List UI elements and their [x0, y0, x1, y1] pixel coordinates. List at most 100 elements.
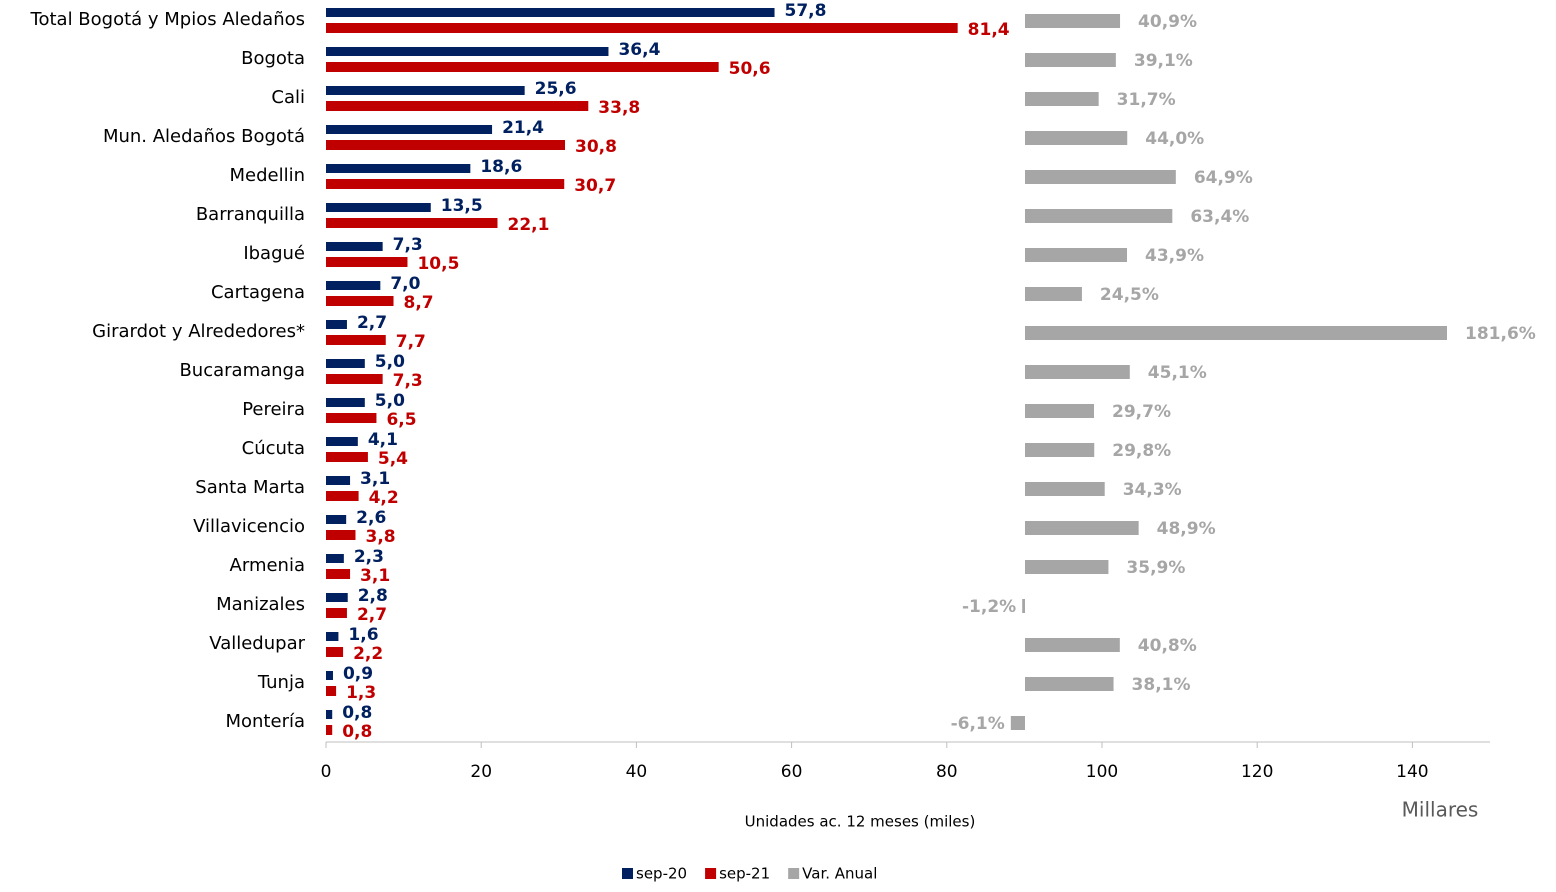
bar [326, 320, 347, 329]
var-bar [1025, 677, 1114, 691]
x-tick-label: 0 [321, 762, 332, 782]
legend-swatch [788, 868, 800, 879]
bar [326, 47, 609, 56]
var-bar [1025, 482, 1105, 496]
var-label: 40,8% [1138, 636, 1197, 656]
var-label: 29,7% [1112, 402, 1171, 422]
value-label: 33,8 [598, 98, 640, 118]
value-label: 57,8 [785, 1, 827, 21]
value-label: 2,6 [356, 508, 386, 528]
value-label: 36,4 [618, 40, 660, 60]
value-label: 81,4 [968, 20, 1010, 40]
bar [326, 437, 358, 446]
category-label: Cali [271, 87, 305, 108]
x-tick-label: 140 [1396, 762, 1428, 782]
bar [326, 359, 365, 368]
category-label: Bogota [241, 48, 305, 69]
bar [326, 554, 344, 563]
value-label: 0,8 [342, 703, 372, 723]
var-label: 64,9% [1194, 168, 1253, 188]
var-label: 34,3% [1123, 480, 1182, 500]
legend-swatch [622, 868, 633, 879]
category-label: Cúcuta [242, 438, 305, 459]
legend-swatch [705, 868, 717, 879]
var-label: 31,7% [1117, 90, 1176, 110]
value-label: 3,1 [360, 469, 390, 489]
var-bar [1025, 326, 1447, 340]
value-label: 2,2 [353, 644, 383, 664]
category-label: Barranquilla [196, 204, 305, 225]
bar [326, 725, 333, 735]
var-label: 181,6% [1465, 324, 1536, 344]
bar [326, 242, 383, 251]
var-label: 44,0% [1145, 129, 1204, 149]
category-label: Manizales [216, 594, 305, 615]
bar [326, 179, 565, 189]
value-label: 21,4 [502, 118, 544, 138]
value-label: 13,5 [441, 196, 483, 216]
category-label: Cartagena [211, 282, 305, 303]
category-label: Santa Marta [195, 477, 305, 498]
value-label: 30,7 [574, 176, 616, 196]
value-label: 30,8 [575, 137, 617, 157]
bar [326, 593, 348, 602]
var-label: -1,2% [962, 597, 1016, 617]
legend-label: sep-21 [719, 865, 770, 883]
var-bar [1025, 170, 1176, 184]
bar [326, 374, 383, 384]
value-label: 5,0 [375, 352, 405, 372]
var-bar [1025, 92, 1099, 106]
category-label: Ibagué [243, 243, 305, 264]
bar [326, 62, 719, 72]
x-tick-label: 20 [470, 762, 492, 782]
category-label: Montería [225, 711, 305, 732]
value-label: 10,5 [417, 254, 459, 274]
x-tick-label: 40 [626, 762, 648, 782]
value-label: 50,6 [729, 59, 771, 79]
category-label: Tunja [257, 672, 305, 693]
var-bar [1025, 521, 1139, 535]
bar [326, 398, 365, 407]
category-label: Girardot y Alrededores* [92, 321, 305, 342]
value-label: 5,0 [375, 391, 405, 411]
bar [326, 452, 368, 462]
bar [326, 491, 359, 501]
category-label: Valledupar [209, 633, 305, 654]
var-bar [1025, 638, 1120, 652]
category-label: Mun. Aledaños Bogotá [103, 126, 305, 147]
legend-label: Var. Anual [802, 865, 877, 883]
value-label: 18,6 [480, 157, 522, 177]
var-label: 24,5% [1100, 285, 1159, 305]
var-bar [1025, 209, 1173, 223]
x-tick-label: 100 [1086, 762, 1118, 782]
value-label: 3,8 [365, 527, 395, 547]
var-label: 38,1% [1132, 675, 1191, 695]
value-label: 1,3 [346, 683, 376, 703]
var-bar [1025, 248, 1128, 262]
value-label: 4,2 [369, 488, 399, 508]
var-bar [1025, 560, 1109, 574]
value-label: 2,7 [357, 313, 387, 333]
bar [326, 164, 471, 173]
category-label: Pereira [242, 399, 305, 420]
value-label: 25,6 [535, 79, 577, 99]
var-label: 39,1% [1134, 51, 1193, 71]
value-label: 7,7 [396, 332, 426, 352]
bar [326, 413, 377, 423]
value-label: 3,1 [360, 566, 390, 586]
bar [326, 515, 347, 524]
value-label: 4,1 [368, 430, 398, 450]
bar [326, 671, 333, 680]
category-label: Villavicencio [193, 516, 305, 537]
bar [326, 530, 356, 540]
bar [326, 647, 344, 657]
bar [326, 8, 775, 17]
x-tick-label: 120 [1241, 762, 1273, 782]
value-label: 22,1 [507, 215, 549, 235]
x-tick-label: 60 [781, 762, 803, 782]
unit-label: Millares [1402, 798, 1479, 822]
var-label: 45,1% [1148, 363, 1207, 383]
var-label: 43,9% [1145, 246, 1204, 266]
bar [326, 608, 347, 618]
